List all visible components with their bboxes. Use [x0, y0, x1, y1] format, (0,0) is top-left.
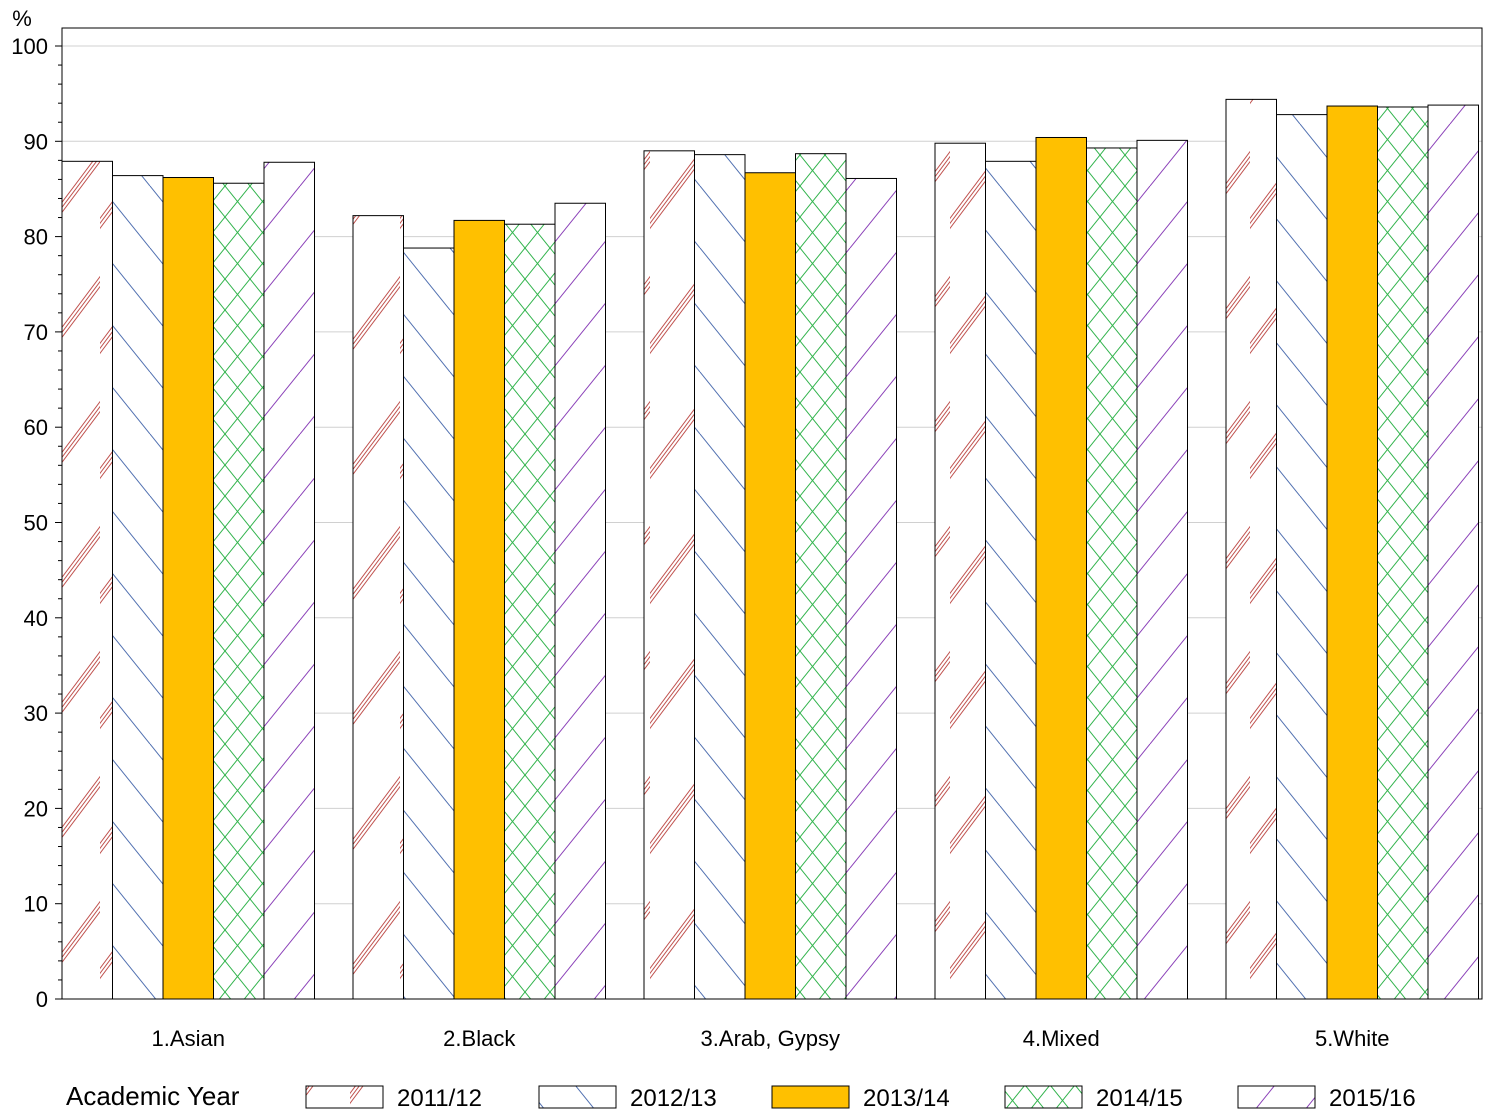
category-label: 5.White — [1315, 1026, 1390, 1051]
bar-4-2012-13 — [985, 160, 1037, 1000]
legend-swatch — [1237, 1085, 1316, 1109]
legend-label: 2014/15 — [1096, 1085, 1183, 1112]
bar-4-2011-12 — [934, 142, 986, 1000]
category-label: 4.Mixed — [1023, 1026, 1100, 1051]
y-tick-label: 80 — [24, 225, 48, 250]
bar-5-2013-14 — [1326, 105, 1378, 1000]
y-tick-label: 20 — [24, 796, 48, 821]
bar-2-2015-16 — [554, 202, 606, 1000]
bar-4-2014-15 — [1086, 147, 1138, 1000]
bar-2-2013-14 — [453, 219, 505, 1000]
legend-label: 2011/12 — [397, 1085, 482, 1112]
bar-4-2013-14 — [1035, 136, 1087, 1000]
legend-title: Academic Year — [66, 1081, 240, 1111]
bar-3-2011-12 — [643, 150, 695, 1000]
bar-2-2011-12 — [352, 215, 404, 1000]
y-tick-label: 0 — [36, 987, 48, 1012]
legend: Academic Year 2011/12 2012/13 2013/14 2014/… — [66, 1081, 1416, 1112]
bar-3-2013-14 — [744, 172, 796, 1000]
legend-label: 2012/13 — [630, 1085, 717, 1112]
y-tick-label: 90 — [24, 129, 48, 154]
bar-3-2015-16 — [845, 177, 897, 1000]
y-tick-label: 30 — [24, 701, 48, 726]
bar-2-2014-15 — [504, 223, 556, 1000]
bar-3-2014-15 — [795, 153, 847, 1000]
bar-5-2012-13 — [1276, 114, 1328, 1000]
bar-5-2011-12 — [1225, 98, 1277, 1000]
bar-1-2015-16 — [263, 161, 315, 1000]
bar-4-2015-16 — [1136, 139, 1188, 1000]
bar-1-2013-14 — [162, 177, 214, 1000]
y-tick-label: 60 — [24, 415, 48, 440]
plot-frame — [61, 27, 1483, 1000]
y-tick-label: 70 — [24, 320, 48, 345]
bar-5-2014-15 — [1377, 106, 1429, 1000]
legend-swatch — [538, 1085, 617, 1109]
legend-label: 2013/14 — [863, 1085, 950, 1112]
bars — [61, 98, 1479, 1000]
category-label: 1.Asian — [152, 1026, 225, 1051]
bar-1-2011-12 — [61, 160, 113, 1000]
bar-1-2012-13 — [112, 175, 164, 1000]
y-tick-label: 40 — [24, 606, 48, 631]
legend-swatch — [1004, 1085, 1083, 1109]
y-tick-label: 50 — [24, 511, 48, 536]
legend-label: 2015/16 — [1329, 1085, 1416, 1112]
category-label: 2.Black — [443, 1026, 516, 1051]
y-tick-label: 10 — [24, 892, 48, 917]
axes: 0 10 20 30 40 50 60 70 80 90 100 1.Asian 2.Black 3.Ar… — [11, 27, 1483, 1051]
legend-swatch — [305, 1085, 384, 1109]
y-axis-unit-label: % — [12, 6, 32, 31]
bar-5-2015-16 — [1427, 104, 1479, 1000]
legend-swatch — [771, 1085, 850, 1109]
category-label: 3.Arab, Gypsy — [701, 1026, 840, 1051]
bar-1-2014-15 — [213, 182, 265, 1000]
bar-2-2012-13 — [403, 247, 455, 1000]
y-tick-label: 100 — [11, 34, 48, 59]
bar-3-2012-13 — [694, 154, 746, 1000]
